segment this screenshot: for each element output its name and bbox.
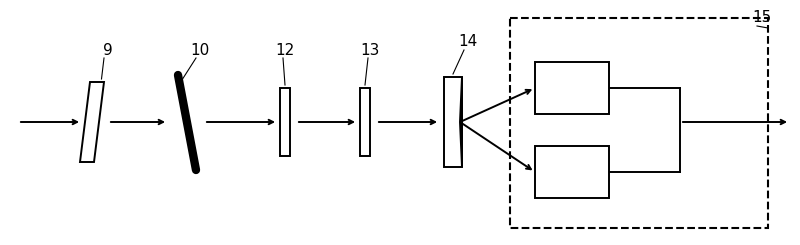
Text: 13: 13 xyxy=(360,42,380,58)
Bar xyxy=(444,77,462,167)
Text: 15: 15 xyxy=(752,11,772,25)
Bar xyxy=(280,88,290,156)
Bar xyxy=(535,146,609,198)
Bar xyxy=(360,88,370,156)
Polygon shape xyxy=(460,77,462,167)
Text: 9: 9 xyxy=(103,42,113,58)
Text: 10: 10 xyxy=(190,42,210,58)
Text: 12: 12 xyxy=(275,42,294,58)
Bar xyxy=(535,62,609,114)
Text: 14: 14 xyxy=(458,35,478,49)
Polygon shape xyxy=(80,82,104,162)
Bar xyxy=(510,18,768,228)
